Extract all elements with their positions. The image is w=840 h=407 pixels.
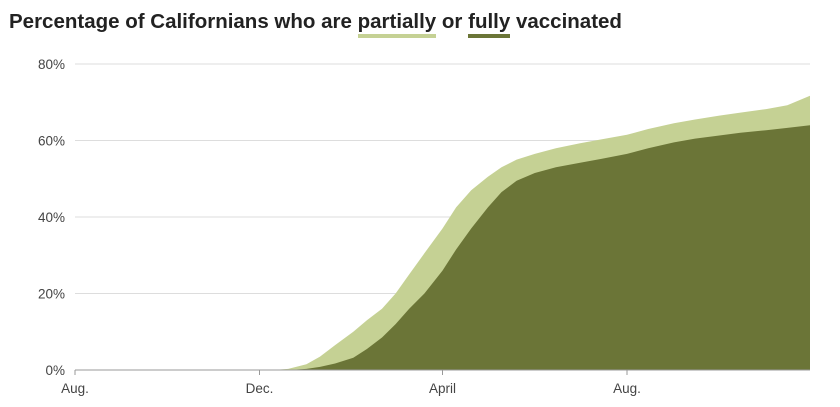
y-axis: 0% 20% 40% 60% 80% (38, 57, 65, 378)
x-axis: Aug. Dec. April Aug. (61, 369, 810, 396)
area-full-vaccinated (75, 125, 810, 370)
y-tick-label: 0% (45, 363, 65, 378)
title-middle: or (436, 10, 469, 33)
title-suffix: vaccinated (510, 10, 622, 33)
y-tick-label: 80% (38, 57, 65, 72)
y-tick-label: 60% (38, 134, 65, 149)
y-tick-label: 20% (38, 287, 65, 302)
y-tick-label: 40% (38, 210, 65, 225)
area-series (75, 95, 810, 370)
chart-title: Percentage of Californians who are parti… (9, 10, 622, 38)
legend-fully-vaccinated: fully (468, 10, 511, 38)
title-prefix: Percentage of Californians who are (9, 10, 358, 33)
x-tick-label: Dec. (246, 381, 274, 396)
x-tick-label: Aug. (61, 381, 89, 396)
legend-partially-vaccinated: partially (357, 10, 437, 38)
x-tick-label: April (429, 381, 456, 396)
x-tick-label: Aug. (613, 381, 641, 396)
